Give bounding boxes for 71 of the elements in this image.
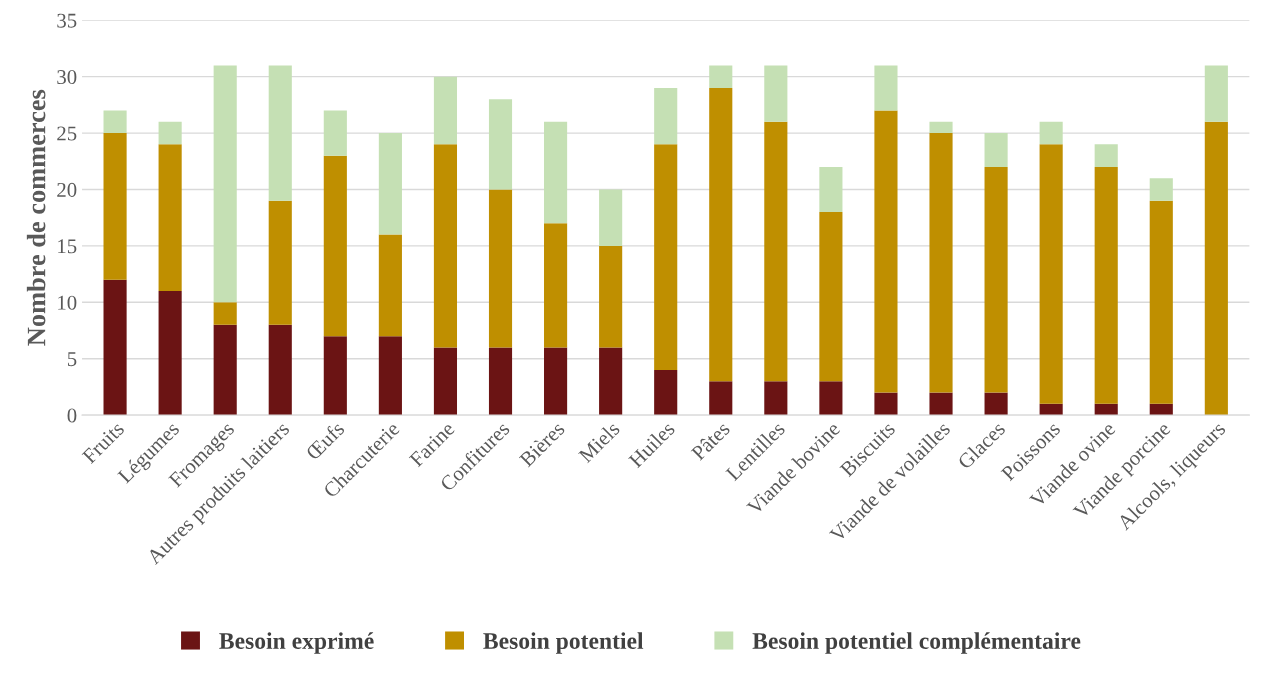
bar — [1204, 65, 1228, 122]
bar — [1204, 121, 1228, 416]
bar — [764, 381, 788, 416]
bar — [323, 110, 347, 156]
bar — [984, 166, 1008, 393]
bar — [544, 347, 568, 416]
y-tick-label: 30 — [57, 70, 77, 85]
bar — [654, 144, 678, 370]
bar — [599, 245, 623, 348]
bar — [709, 381, 733, 416]
legend-label: Besoin potentiel — [483, 632, 644, 654]
bar — [158, 121, 182, 145]
bar — [103, 110, 127, 134]
bar — [433, 347, 458, 416]
bar — [929, 121, 953, 134]
bar — [1039, 144, 1063, 404]
y-tick-label: 20 — [57, 182, 77, 197]
bar — [929, 392, 953, 416]
bar — [874, 65, 898, 111]
bar — [378, 234, 402, 337]
bar — [213, 302, 237, 325]
bar — [599, 189, 623, 246]
y-tick-label: 25 — [57, 126, 77, 141]
bar — [654, 370, 678, 416]
bar — [874, 110, 898, 393]
bar — [323, 336, 347, 416]
bar — [488, 99, 513, 190]
bar — [323, 155, 347, 337]
bar — [764, 121, 788, 382]
bar — [819, 381, 843, 416]
bar — [709, 65, 733, 88]
bar — [433, 76, 458, 145]
bar — [764, 65, 788, 122]
bar — [268, 324, 292, 416]
bar — [213, 65, 237, 303]
y-tick-label: 0 — [67, 408, 77, 423]
bar — [488, 347, 513, 416]
y-tick-label: 5 — [67, 352, 77, 367]
bar — [874, 392, 898, 416]
bar — [103, 279, 127, 416]
bar — [819, 212, 843, 382]
legend-label: Besoin potentiel complémentaire — [752, 632, 1081, 654]
bar — [709, 87, 733, 382]
y-tick-label: 10 — [58, 295, 77, 310]
bar — [378, 133, 402, 235]
legend-label: Besoin exprimé — [219, 632, 374, 654]
bar — [1094, 144, 1118, 167]
bar — [268, 200, 292, 325]
bar — [433, 144, 458, 348]
bar — [1039, 121, 1063, 145]
bar — [819, 166, 843, 213]
bar — [1149, 178, 1173, 201]
bar — [544, 121, 568, 224]
bar — [929, 133, 953, 393]
bar — [654, 87, 678, 145]
bar — [1094, 166, 1118, 404]
bar — [158, 291, 182, 416]
bar — [544, 223, 568, 348]
bar — [158, 144, 182, 292]
bar — [103, 133, 127, 280]
bar — [378, 336, 402, 416]
y-tick-label: 35 — [57, 13, 77, 28]
y-axis-title: Nombre de commerces — [26, 89, 46, 346]
bar — [213, 324, 237, 416]
bar — [984, 392, 1008, 416]
bar — [268, 65, 292, 201]
y-tick-label: 15 — [58, 239, 77, 254]
bar — [984, 133, 1008, 167]
bar — [488, 189, 513, 348]
bar — [599, 347, 623, 416]
bar — [1149, 200, 1173, 404]
